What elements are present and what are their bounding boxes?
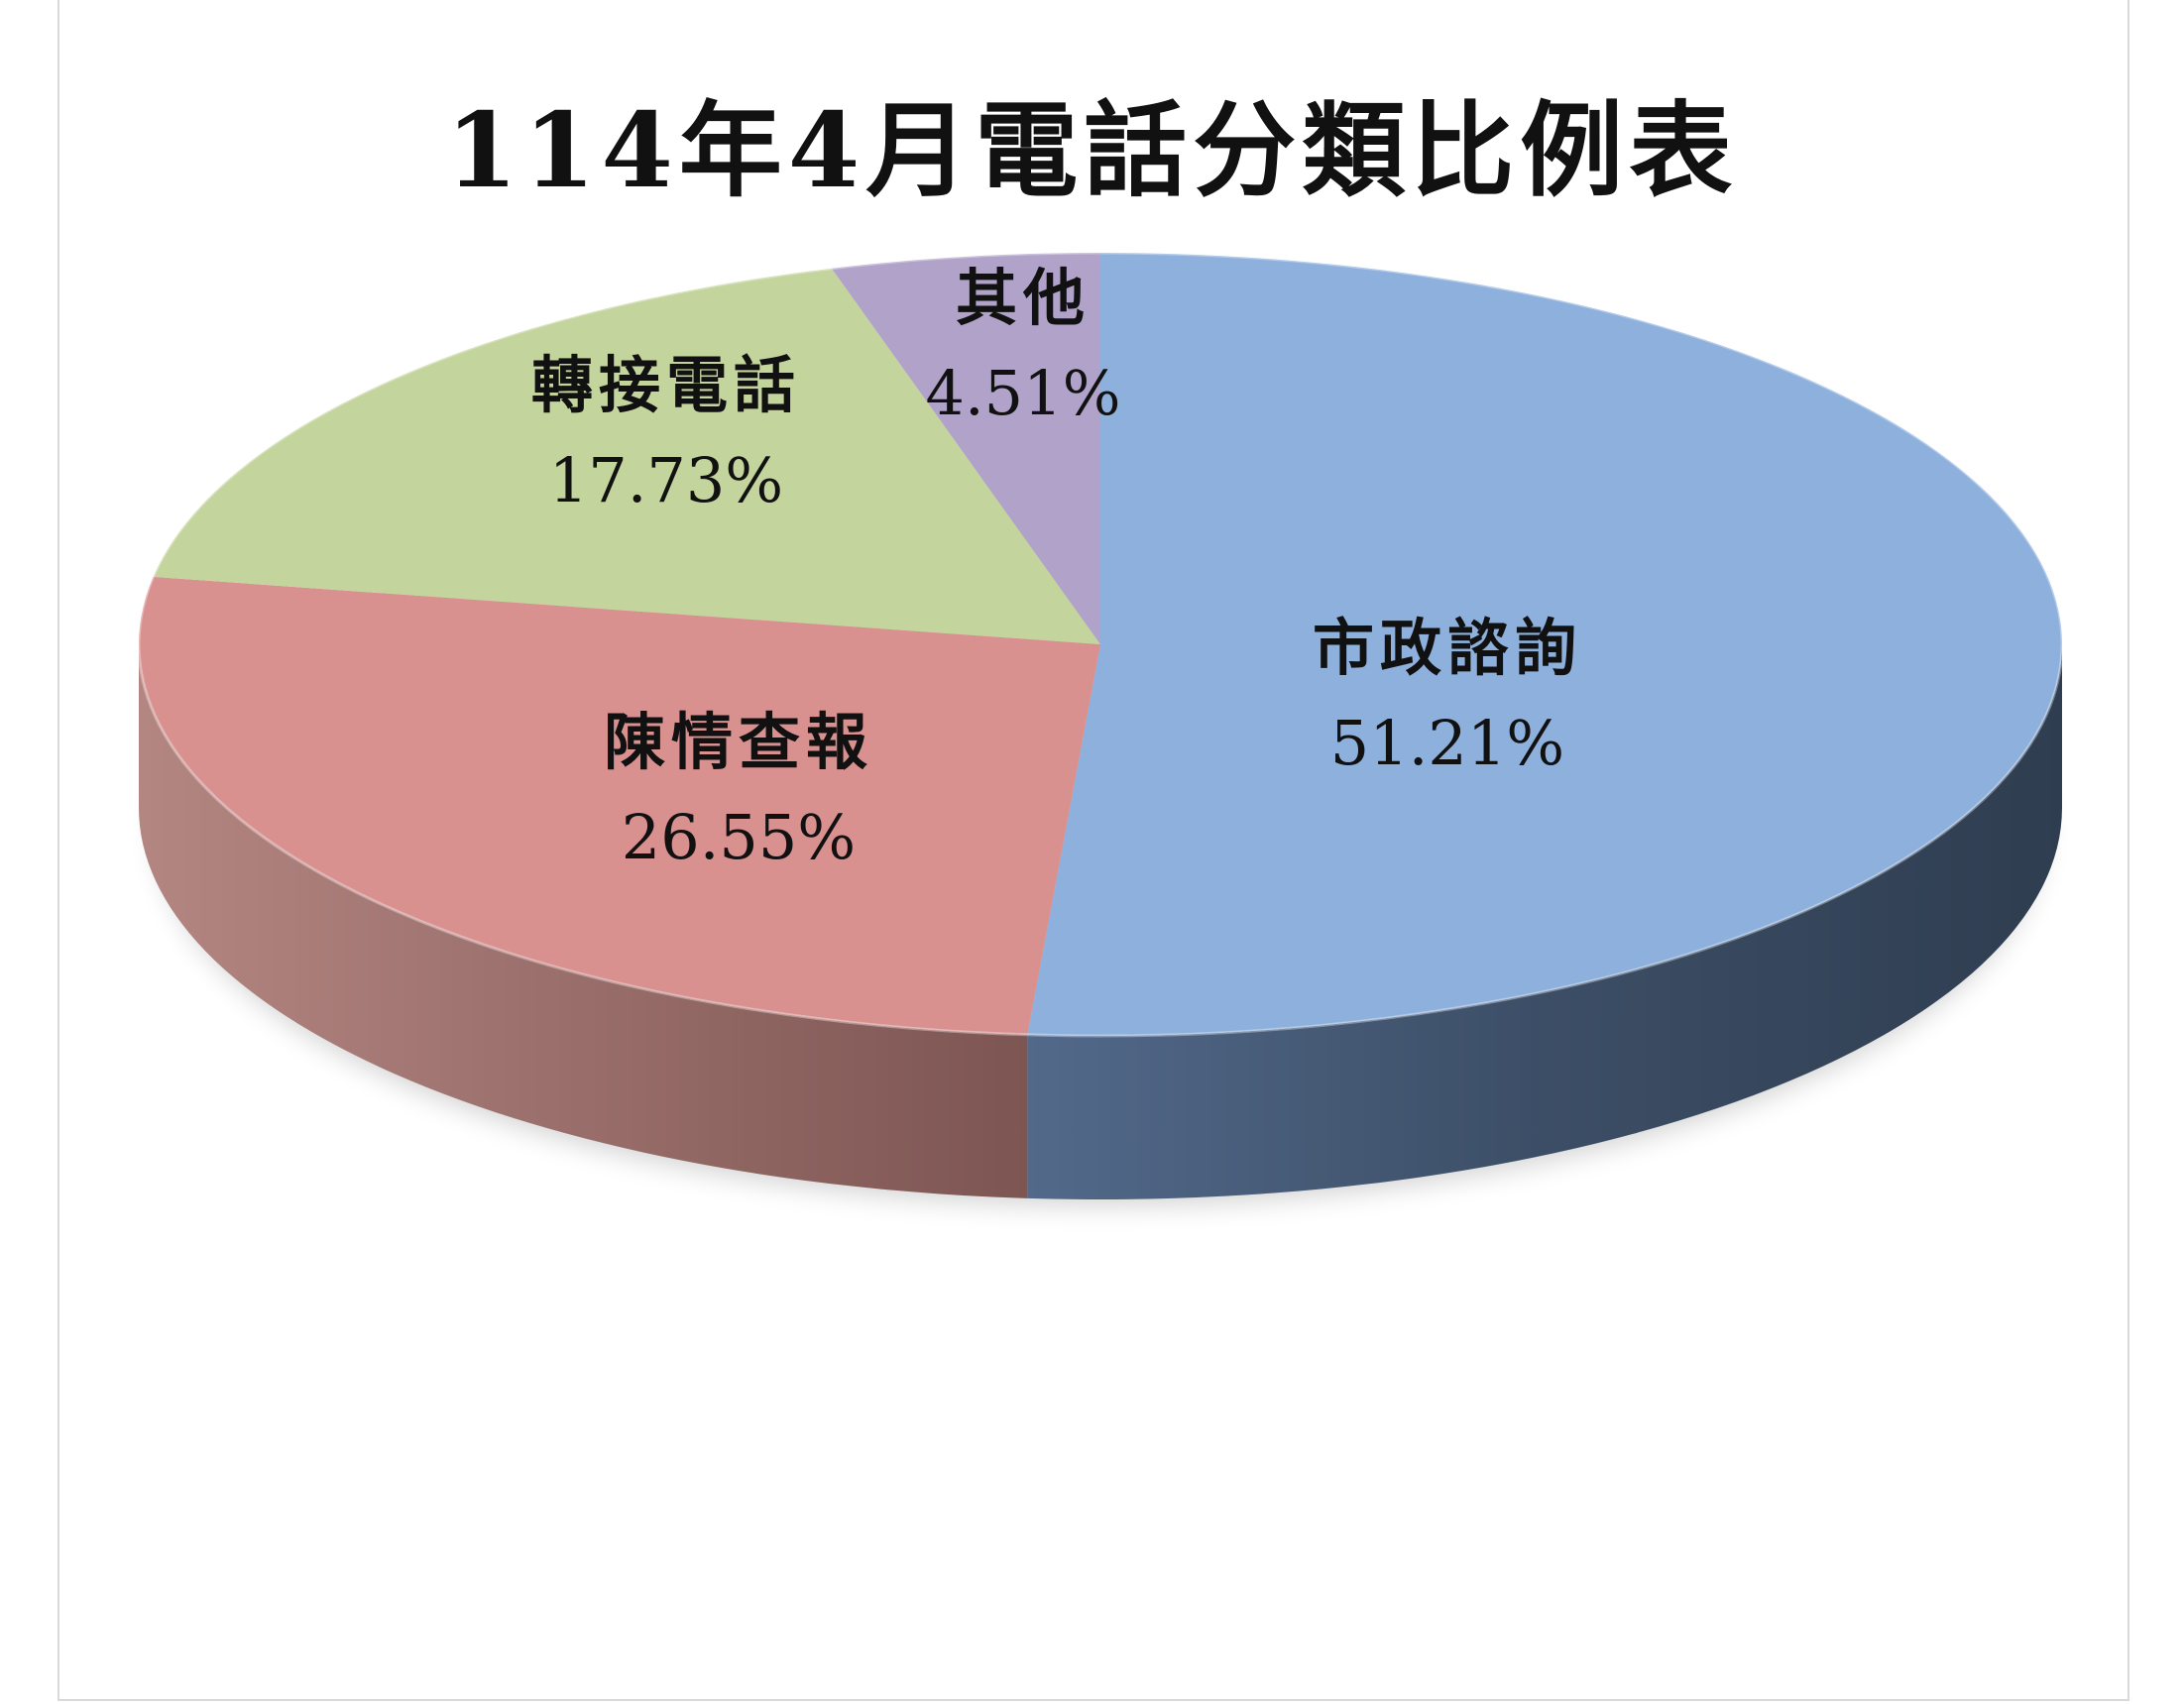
slice-1-value-label: 51.21%: [1330, 707, 1564, 779]
slice-2-label: 陳情查報: [604, 706, 873, 778]
slice-3-label: 轉接電話: [531, 349, 801, 421]
slice-1-top[interactable]: [1027, 253, 2062, 1036]
slice-4-top[interactable]: [831, 253, 1100, 644]
slice-1-label: 市政諮詢: [1313, 612, 1582, 684]
slice-3-value-label: 17.73%: [549, 444, 783, 516]
slice-4-value-label: 4.51%: [926, 357, 1121, 429]
chart-title: 114年4月電話分類比例表: [445, 89, 1739, 211]
slice-2-side: [139, 644, 1028, 1198]
slice-4-label: 其他: [956, 262, 1091, 334]
slice-2-top[interactable]: [138, 576, 1101, 1035]
slice-1-side: [1027, 644, 2063, 1199]
slice-3-top[interactable]: [153, 268, 1100, 644]
pie-rim: [137, 251, 2064, 1038]
slice-2-value-label: 26.55%: [622, 801, 856, 873]
